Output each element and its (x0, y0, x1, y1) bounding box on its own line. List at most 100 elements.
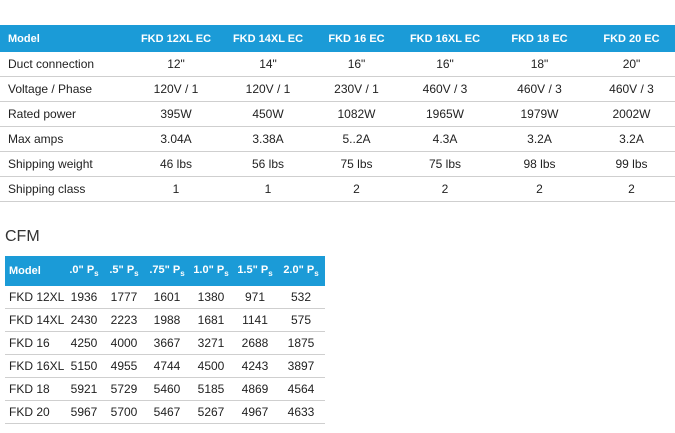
header-cell: .0" Ps (65, 256, 103, 286)
cell: 532 (277, 286, 325, 309)
cell: FKD 16XL (5, 354, 65, 378)
cell: 20" (588, 52, 675, 77)
header-subscript: s (314, 269, 319, 279)
cell: 1380 (189, 286, 233, 309)
cell: Voltage / Phase (0, 76, 130, 102)
cell: 4633 (277, 400, 325, 424)
cell: 5267 (189, 400, 233, 424)
cell: 4.3A (399, 126, 491, 152)
cell: 4500 (189, 354, 233, 378)
cell: 16" (399, 52, 491, 77)
cell: 230V / 1 (314, 76, 399, 102)
cell: 3.2A (588, 126, 675, 152)
table-row: FKD 16 4250 4000 3667 3271 2688 1875 (5, 331, 325, 355)
cell: 16" (314, 52, 399, 77)
cell: 120V / 1 (130, 76, 222, 102)
cell: 46 lbs (130, 151, 222, 177)
cell: 99 lbs (588, 151, 675, 177)
cell: 3667 (145, 331, 189, 355)
table-row: Shipping weight 46 lbs 56 lbs 75 lbs 75 lbs 9… (0, 151, 675, 177)
cell: 460V / 3 (588, 76, 675, 102)
cell: 395W (130, 101, 222, 127)
cell: 5150 (65, 354, 103, 378)
cell: 14" (222, 52, 314, 77)
table-body: FKD 12XL 1936 1777 1601 1380 971 532 FKD 14XL 24… (5, 286, 325, 424)
header-subscript: s (180, 269, 185, 279)
header-cell: .75" Ps (145, 256, 189, 286)
cell: Duct connection (0, 52, 130, 77)
table-row: Duct connection 12" 14" 16" 16" 18" 20" (0, 52, 675, 77)
cell: 1601 (145, 286, 189, 309)
table-row: FKD 14XL 2430 2223 1988 1681 1141 575 (5, 308, 325, 332)
header-cell: FKD 16 EC (314, 25, 399, 52)
section-title: CFM (5, 228, 40, 245)
table-body: Duct connection 12" 14" 16" 16" 18" 20" Voltage… (0, 52, 675, 202)
cell: 1936 (65, 286, 103, 309)
cell: 75 lbs (314, 151, 399, 177)
cell: Shipping weight (0, 151, 130, 177)
header-subscript: s (224, 269, 229, 279)
cell: 1 (222, 176, 314, 202)
cell: 4955 (103, 354, 145, 378)
cell: 1979W (491, 101, 588, 127)
cell: Shipping class (0, 176, 130, 202)
table-row: FKD 12XL 1936 1777 1601 1380 971 532 (5, 286, 325, 309)
cell: 2 (491, 176, 588, 202)
cell: 2 (399, 176, 491, 202)
cell: 4967 (233, 400, 277, 424)
cell: 2688 (233, 331, 277, 355)
header-cell: FKD 16XL EC (399, 25, 491, 52)
cell: 5460 (145, 377, 189, 401)
cell: Max amps (0, 126, 130, 152)
table-row: FKD 16XL 5150 4955 4744 4500 4243 3897 (5, 354, 325, 378)
table-row: Shipping class 1 1 2 2 2 2 (0, 176, 675, 202)
cell: 5185 (189, 377, 233, 401)
cell: 1 (130, 176, 222, 202)
cell: 2 (588, 176, 675, 202)
cell: 1988 (145, 308, 189, 332)
cell: FKD 20 (5, 400, 65, 424)
cell: 4869 (233, 377, 277, 401)
header-cell: 2.0" Ps (277, 256, 325, 286)
header-cell: Model (0, 25, 130, 52)
cell: 120V / 1 (222, 76, 314, 102)
cell: 4744 (145, 354, 189, 378)
cell: 1082W (314, 101, 399, 127)
cell: Rated power (0, 101, 130, 127)
cell: 3.38A (222, 126, 314, 152)
cfm-table: Model .0" Ps .5" Ps .75" Ps 1.0" Ps 1.5" Ps 2.… (5, 256, 325, 424)
cell: 460V / 3 (399, 76, 491, 102)
cell: 4000 (103, 331, 145, 355)
cell: 5967 (65, 400, 103, 424)
header-subscript: s (268, 269, 273, 279)
cell: 18" (491, 52, 588, 77)
header-text: .0" P (69, 263, 95, 276)
cell: 2 (314, 176, 399, 202)
cell: 1965W (399, 101, 491, 127)
cell: 5467 (145, 400, 189, 424)
header-text: 1.5" P (237, 263, 269, 276)
cell: 971 (233, 286, 277, 309)
table-row: Max amps 3.04A 3.38A 5..2A 4.3A 3.2A 3.2A (0, 126, 675, 152)
cell: 460V / 3 (491, 76, 588, 102)
header-cell: FKD 18 EC (491, 25, 588, 52)
header-cell: FKD 14XL EC (222, 25, 314, 52)
cell: 4243 (233, 354, 277, 378)
specs-table: Model FKD 12XL EC FKD 14XL EC FKD 16 EC FKD … (0, 25, 675, 202)
header-row: Model FKD 12XL EC FKD 14XL EC FKD 16 EC FKD … (0, 25, 675, 52)
cell: 12" (130, 52, 222, 77)
cell: 4564 (277, 377, 325, 401)
cell: 3.04A (130, 126, 222, 152)
table-row: Rated power 395W 450W 1082W 1965W 1979W 2002W (0, 101, 675, 127)
cell: 1875 (277, 331, 325, 355)
cell: 2223 (103, 308, 145, 332)
cell: FKD 14XL (5, 308, 65, 332)
cell: FKD 12XL (5, 286, 65, 309)
cell: 3.2A (491, 126, 588, 152)
header-cell: 1.0" Ps (189, 256, 233, 286)
cell: 3897 (277, 354, 325, 378)
table-row: FKD 18 5921 5729 5460 5185 4869 4564 (5, 377, 325, 401)
header-cell: FKD 20 EC (588, 25, 675, 52)
